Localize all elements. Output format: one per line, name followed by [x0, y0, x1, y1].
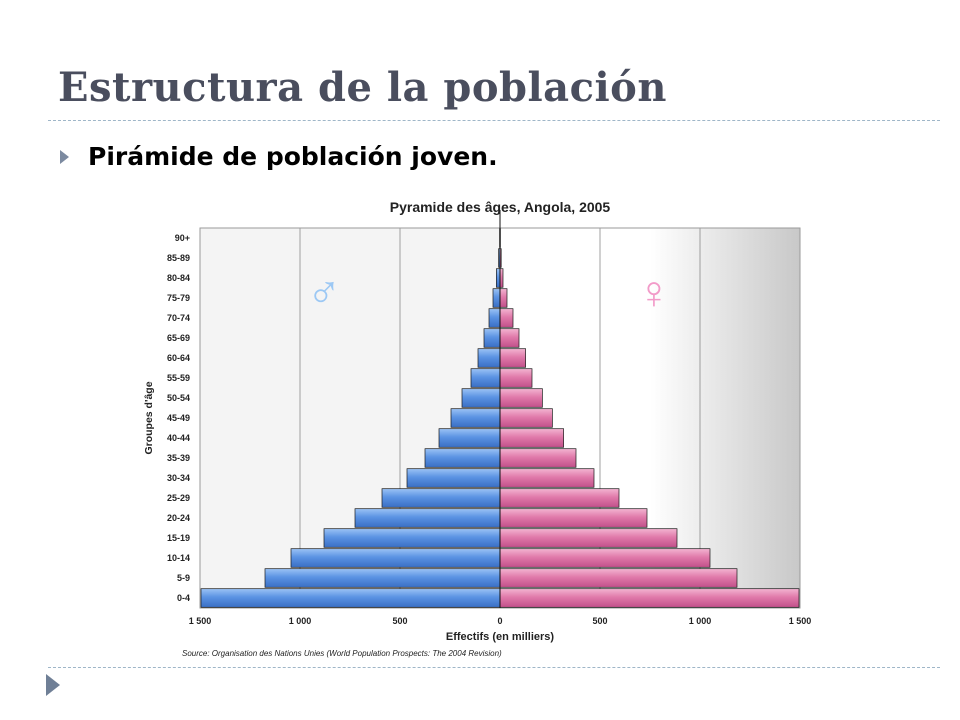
- y-tick-label: 25-29: [167, 493, 190, 503]
- y-tick-label: 5-9: [177, 573, 190, 583]
- y-tick-label: 90+: [175, 233, 190, 243]
- bar-male-10-14: [290, 548, 501, 568]
- x-tick-label: 1 500: [189, 616, 212, 626]
- bar-male-75-79: [492, 288, 501, 308]
- y-tick-label: 40-44: [167, 433, 190, 443]
- x-tick-label: 500: [592, 616, 607, 626]
- bar-female-40-44: [499, 428, 564, 448]
- female-symbol-icon: ♀: [637, 266, 672, 318]
- bar-female-10-14: [499, 548, 711, 568]
- y-axis-label: Groupes d'âge: [143, 381, 155, 454]
- y-tick-label: 10-14: [167, 553, 190, 563]
- bar-male-35-39: [424, 448, 501, 468]
- y-tick-label: 35-39: [167, 453, 190, 463]
- bar-male-80-84: [496, 268, 501, 288]
- bar-male-70-74: [488, 308, 501, 328]
- chart-title: Pyramide des âges, Angola, 2005: [390, 199, 611, 215]
- bar-male-20-24: [354, 508, 501, 528]
- x-axis-label: Effectifs (en milliers): [446, 631, 555, 643]
- population-pyramid-chart: 0-4 5-9 10-14 15-19 20-24 25-29 30-34 35-39 40-4…: [143, 199, 812, 658]
- x-tick-label: 500: [392, 616, 407, 626]
- y-tick-label: 30-34: [167, 473, 190, 483]
- y-tick-label: 75-79: [167, 293, 190, 303]
- bar-female-20-24: [499, 508, 648, 528]
- bar-female-5-9: [499, 568, 738, 588]
- y-tick-label: 80-84: [167, 273, 190, 283]
- bullet-text: Pirámide de población joven.: [88, 142, 498, 171]
- bar-male-0-4: [200, 588, 501, 608]
- corner-triangle-icon: [46, 674, 60, 696]
- x-tick-label: 0: [497, 616, 502, 626]
- bar-female-50-54: [499, 388, 543, 408]
- bar-female-75-79: [499, 288, 508, 308]
- x-tick-label: 1 500: [789, 616, 812, 626]
- bar-female-15-19: [499, 528, 678, 548]
- y-tick-label: 60-64: [167, 353, 190, 363]
- slide-title: Estructura de la población: [58, 64, 667, 111]
- y-tick-label: 45-49: [167, 413, 190, 423]
- bar-female-45-49: [499, 408, 553, 428]
- chart-source: Source: Organisation des Nations Unies (…: [182, 649, 502, 658]
- bar-male-45-49: [450, 408, 501, 428]
- footer-divider: [48, 667, 940, 668]
- bar-female-70-74: [499, 308, 514, 328]
- bar-male-55-59: [470, 368, 501, 388]
- y-tick-label: 15-19: [167, 533, 190, 543]
- bar-male-15-19: [323, 528, 501, 548]
- bar-male-65-69: [483, 328, 501, 348]
- y-tick-label: 65-69: [167, 333, 190, 343]
- bullet-item: Pirámide de población joven.: [60, 142, 498, 171]
- y-tick-label: 85-89: [167, 253, 190, 263]
- bar-female-30-34: [499, 468, 595, 488]
- bar-female-0-4: [499, 588, 800, 608]
- y-tick-label: 0-4: [177, 593, 190, 603]
- bullet-triangle-icon: [60, 149, 69, 164]
- bar-male-30-34: [406, 468, 501, 488]
- bar-female-60-64: [499, 348, 526, 368]
- bar-male-5-9: [264, 568, 501, 588]
- bar-male-50-54: [461, 388, 501, 408]
- bar-female-65-69: [499, 328, 520, 348]
- y-tick-label: 20-24: [167, 513, 190, 523]
- bar-female-55-59: [499, 368, 533, 388]
- bar-male-60-64: [477, 348, 501, 368]
- x-tick-label: 1 000: [689, 616, 712, 626]
- title-divider: [48, 120, 940, 121]
- bar-female-35-39: [499, 448, 577, 468]
- y-tick-label: 55-59: [167, 373, 190, 383]
- x-tick-label: 1 000: [289, 616, 312, 626]
- male-symbol-icon: ♂: [307, 264, 342, 316]
- y-tick-label: 50-54: [167, 393, 190, 403]
- y-tick-label: 70-74: [167, 313, 190, 323]
- bar-male-25-29: [381, 488, 501, 508]
- bar-female-25-29: [499, 488, 620, 508]
- bar-male-40-44: [438, 428, 501, 448]
